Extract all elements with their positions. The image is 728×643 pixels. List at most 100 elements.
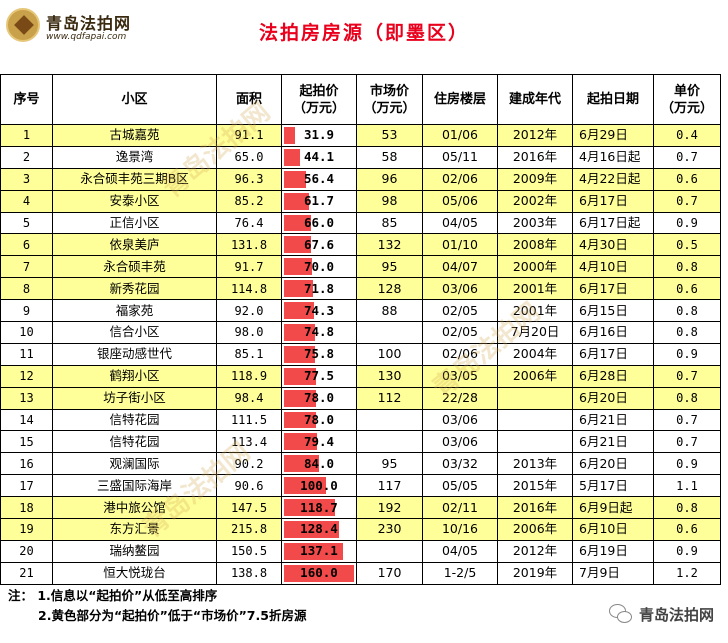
auction-date: 6月28日 [572,364,654,388]
unit-price: 0.6 [653,277,721,301]
start-price: 71.8 [281,277,357,301]
price-value: 74.3 [303,302,335,318]
market-price: 112 [356,386,423,410]
floor-value: 04/05 [422,539,498,563]
price-bar [284,367,316,385]
area-value: 147.5 [216,496,282,520]
community-name: 信合小区 [52,321,217,344]
floor-value: 02/06 [422,167,498,191]
market-price: 88 [356,299,423,323]
auction-date: 6月15日 [572,299,654,323]
community-name: 永合硕丰苑三期B区 [52,167,217,191]
price-bar [284,411,317,429]
build-year: 2013年 [497,452,573,476]
market-price: 98 [356,189,423,213]
area-value: 114.8 [216,277,282,301]
build-year: 2008年 [497,233,573,257]
price-value: 78.0 [303,412,335,428]
build-year: 2001年 [497,277,573,301]
row-index: 6 [0,233,53,257]
auction-date: 6月21日 [572,408,654,432]
market-price: 117 [356,474,423,498]
row-index: 17 [0,474,53,498]
unit-price: 0.8 [653,255,721,279]
row-index: 1 [0,124,53,147]
price-value: 56.4 [303,171,335,187]
auction-date: 6月21日 [572,430,654,454]
price-value: 128.4 [300,521,338,537]
unit-price: 0.5 [653,233,721,257]
auction-date: 6月10日 [572,518,654,541]
start-price: 78.0 [281,386,357,410]
market-price [356,321,423,344]
price-bar [284,499,335,517]
floor-value: 22/28 [422,386,498,410]
area-value: 92.0 [216,299,282,323]
floor-value: 03/05 [422,364,498,388]
market-price: 53 [356,124,423,147]
footnotes: 注： 1.信息以“起拍价”从低至高排序 2.黄色部分为“起拍价”低于“市场价”7… [8,586,306,626]
start-price: 79.4 [281,430,357,454]
unit-price: 0.9 [653,539,721,563]
price-bar [284,148,301,166]
col-market-price-header: 市场价 （万元） [356,74,423,125]
row-index: 9 [0,299,53,323]
unit-price: 0.8 [653,299,721,323]
start-price: 66.0 [281,211,357,235]
auction-date: 4月22日起 [572,167,654,191]
build-year: 2001年 [497,299,573,323]
page-header: 青岛法拍网 www.qdfapai.com 法拍房房源（即墨区） [0,0,728,72]
unit-price: 1.2 [653,561,721,585]
row-index: 7 [0,255,53,279]
area-value: 150.5 [216,539,282,563]
market-price: 96 [356,167,423,191]
start-price: 78.0 [281,408,357,432]
build-year: 2012年 [497,124,573,147]
start-price: 61.7 [281,189,357,213]
market-price: 130 [356,364,423,388]
community-name: 依泉美庐 [52,233,217,257]
build-year: 2016年 [497,496,573,520]
unit-price: 0.6 [653,518,721,541]
community-name: 观澜国际 [52,452,217,476]
build-year: 2006年 [497,364,573,388]
start-price: 160.0 [281,561,357,585]
floor-value: 03/06 [422,408,498,432]
row-index: 15 [0,430,53,454]
price-value: 79.4 [303,433,335,449]
table-row: 16 观澜国际 90.2 84.0 95 03/32 2013年 6月20日 0.9 [0,452,721,476]
price-bar [284,302,315,320]
area-value: 98.4 [216,386,282,410]
start-price: 67.6 [281,233,357,257]
price-bar [284,345,316,363]
col-area-header: 面积 [216,74,282,125]
price-value: 74.8 [303,324,335,340]
area-value: 76.4 [216,211,282,235]
start-price: 100.0 [281,474,357,498]
table-row: 6 依泉美庐 131.8 67.6 132 01/10 2008年 4月30日 0.5 [0,233,721,257]
floor-value: 02/06 [422,342,498,366]
area-value: 113.4 [216,430,282,454]
price-bar [284,521,340,538]
row-index: 19 [0,518,53,541]
table-row: 17 三盛国际海岸 90.6 100.0 117 05/05 2015年 5月17日 1.1 [0,474,721,498]
gavel-logo-icon [6,8,40,42]
market-price: 85 [356,211,423,235]
build-year: 2012年 [497,539,573,563]
build-year: 2000年 [497,255,573,279]
table-row: 10 信合小区 98.0 74.8 02/05 7月20日 6月16日 0.8 [0,321,721,344]
market-price: 192 [356,496,423,520]
table-row: 3 永合硕丰苑三期B区 96.3 56.4 96 02/06 2009年 4月22日起 0.6 [0,167,721,191]
table-row: 15 信特花园 113.4 79.4 03/06 6月21日 0.7 [0,430,721,454]
table-row: 12 鹤翔小区 118.9 77.5 130 03/05 2006年 6月28日 0.7 [0,364,721,388]
unit-price: 0.7 [653,145,721,169]
build-year: 2003年 [497,211,573,235]
area-value: 90.6 [216,474,282,498]
market-price: 58 [356,145,423,169]
price-value: 66.0 [303,215,335,230]
col-build-year-header: 建成年代 [497,74,573,125]
logo-name: 青岛法拍网 [46,14,132,33]
unit-price: 0.7 [653,364,721,388]
price-bar [284,170,307,188]
area-value: 215.8 [216,518,282,541]
